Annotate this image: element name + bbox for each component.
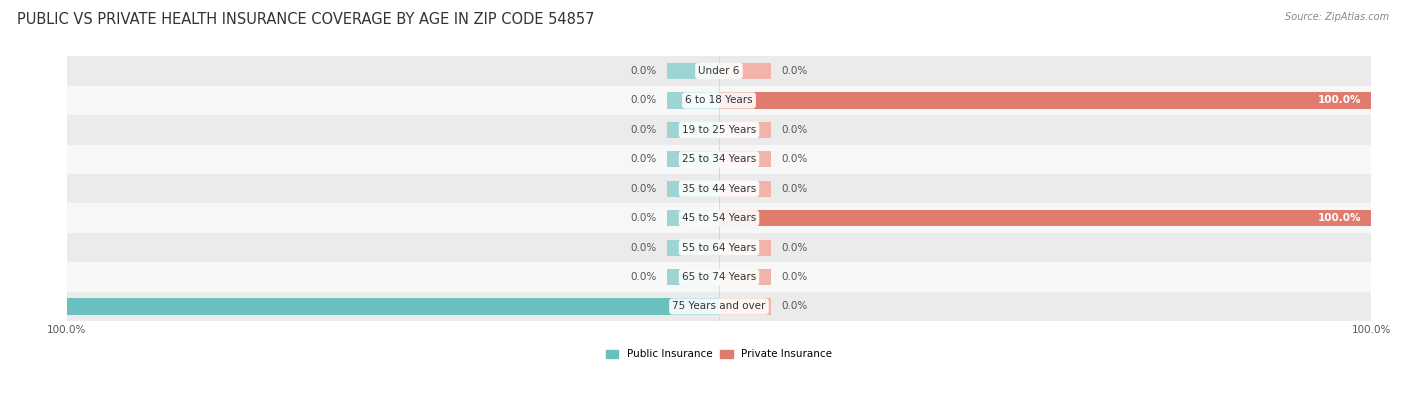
Bar xyxy=(718,180,770,197)
Text: Source: ZipAtlas.com: Source: ZipAtlas.com xyxy=(1285,12,1389,22)
Text: 35 to 44 Years: 35 to 44 Years xyxy=(682,184,756,194)
Text: 0.0%: 0.0% xyxy=(631,95,657,105)
Bar xyxy=(66,292,1371,321)
Text: 0.0%: 0.0% xyxy=(631,184,657,194)
Text: 100.0%: 100.0% xyxy=(14,301,56,311)
Bar xyxy=(718,93,1371,109)
Text: 0.0%: 0.0% xyxy=(631,66,657,76)
Text: 6 to 18 Years: 6 to 18 Years xyxy=(685,95,752,105)
Bar xyxy=(718,151,770,167)
Text: 100.0%: 100.0% xyxy=(1317,95,1361,105)
Text: 0.0%: 0.0% xyxy=(631,125,657,135)
Text: 0.0%: 0.0% xyxy=(631,242,657,253)
Bar xyxy=(66,115,1371,145)
Bar xyxy=(718,269,770,285)
Bar xyxy=(666,122,718,138)
Text: PUBLIC VS PRIVATE HEALTH INSURANCE COVERAGE BY AGE IN ZIP CODE 54857: PUBLIC VS PRIVATE HEALTH INSURANCE COVER… xyxy=(17,12,595,27)
Bar xyxy=(666,269,718,285)
Bar xyxy=(66,86,1371,115)
Text: 55 to 64 Years: 55 to 64 Years xyxy=(682,242,756,253)
Legend: Public Insurance, Private Insurance: Public Insurance, Private Insurance xyxy=(602,345,837,364)
Bar xyxy=(66,174,1371,204)
Bar xyxy=(666,180,718,197)
Text: 0.0%: 0.0% xyxy=(780,301,807,311)
Text: 100.0%: 100.0% xyxy=(1317,213,1361,223)
Bar xyxy=(718,210,1371,226)
Bar xyxy=(666,93,718,109)
Text: 0.0%: 0.0% xyxy=(780,184,807,194)
Text: 0.0%: 0.0% xyxy=(780,66,807,76)
Text: 0.0%: 0.0% xyxy=(631,272,657,282)
Bar xyxy=(718,122,770,138)
Text: 45 to 54 Years: 45 to 54 Years xyxy=(682,213,756,223)
Bar xyxy=(718,298,770,315)
Text: 0.0%: 0.0% xyxy=(780,242,807,253)
Text: 65 to 74 Years: 65 to 74 Years xyxy=(682,272,756,282)
Bar xyxy=(66,56,1371,86)
Bar xyxy=(718,240,770,256)
Bar xyxy=(666,210,718,226)
Bar xyxy=(66,204,1371,233)
Text: 0.0%: 0.0% xyxy=(780,125,807,135)
Bar xyxy=(66,298,718,315)
Bar xyxy=(666,151,718,167)
Text: 0.0%: 0.0% xyxy=(631,213,657,223)
Text: 75 Years and over: 75 Years and over xyxy=(672,301,766,311)
Bar xyxy=(666,63,718,79)
Bar xyxy=(718,63,770,79)
Text: 0.0%: 0.0% xyxy=(780,272,807,282)
Text: 19 to 25 Years: 19 to 25 Years xyxy=(682,125,756,135)
Text: Under 6: Under 6 xyxy=(699,66,740,76)
Bar xyxy=(66,233,1371,262)
Text: 25 to 34 Years: 25 to 34 Years xyxy=(682,154,756,164)
Bar xyxy=(66,145,1371,174)
Text: 0.0%: 0.0% xyxy=(780,154,807,164)
Bar xyxy=(66,262,1371,292)
Bar xyxy=(666,240,718,256)
Text: 0.0%: 0.0% xyxy=(631,154,657,164)
